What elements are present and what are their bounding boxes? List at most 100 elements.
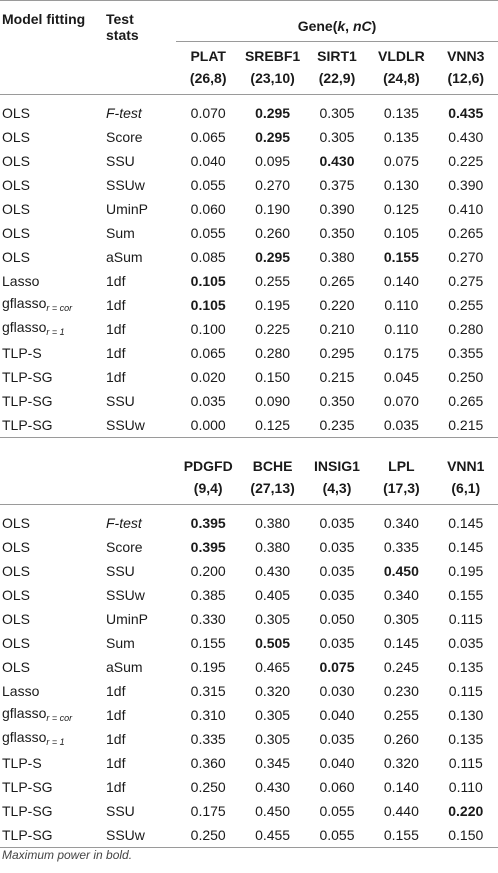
power-value: 0.320: [383, 755, 419, 771]
power-value: 0.250: [190, 779, 226, 795]
power-value: 0.195: [190, 659, 226, 675]
gene-name-header: VNN3: [447, 48, 485, 64]
model-cell: TLP-S: [0, 751, 104, 775]
power-value: 0.130: [383, 177, 419, 193]
power-value: 0.040: [190, 153, 226, 169]
power-value: 0.335: [190, 731, 226, 747]
power-value: 0.235: [319, 417, 355, 433]
model-cell: OLS: [0, 535, 104, 559]
test-cell: 1df: [106, 755, 126, 771]
table-row: OLS SSU 0.200 0.430 0.035 0.450 0.195: [0, 559, 498, 583]
power-value: 0.450: [383, 563, 419, 579]
power-value: 0.140: [383, 273, 419, 289]
power-value: 0.035: [319, 587, 355, 603]
block2-blank-model-kn: [0, 474, 104, 505]
test-cell: SSU: [106, 803, 135, 819]
power-value: 0.035: [319, 563, 355, 579]
table-row: TLP-SG SSUw 0.000 0.125 0.235 0.035 0.215: [0, 413, 498, 438]
model-cell: OLS: [0, 505, 104, 536]
power-value: 0.360: [190, 755, 226, 771]
power-value: 0.140: [383, 779, 419, 795]
table-row: OLS aSum 0.195 0.465 0.075 0.245 0.135: [0, 655, 498, 679]
model-name: gflasso: [2, 294, 47, 311]
power-value: 0.430: [448, 129, 484, 145]
power-value: 0.250: [190, 827, 226, 843]
test-cell: Sum: [106, 635, 135, 651]
gene-header-sep: ,: [345, 18, 353, 34]
test-cell: 1df: [106, 683, 126, 699]
power-value: 0.215: [319, 369, 355, 385]
model-name: TLP-SG: [2, 827, 53, 843]
power-value: 0.090: [255, 393, 291, 409]
power-value: 0.220: [319, 297, 355, 313]
gene-header-nc: nC: [352, 18, 372, 34]
model-subscript: r = cor: [46, 302, 73, 313]
power-value: 0.225: [448, 153, 484, 169]
test-cell: Score: [106, 539, 143, 555]
test-cell: SSUw: [106, 587, 145, 603]
model-name: OLS: [2, 249, 31, 265]
test-cell: 1df: [106, 731, 126, 747]
power-value: 0.040: [319, 707, 355, 723]
power-value: 0.305: [255, 611, 291, 627]
block1-gene-names: PLAT SREBF1 SIRT1 VLDLR VNN3: [0, 42, 498, 65]
table-row: OLS Score 0.395 0.380 0.035 0.335 0.145: [0, 535, 498, 559]
power-value: 0.295: [255, 129, 291, 145]
power-value: 0.305: [255, 707, 291, 723]
power-value: 0.035: [319, 539, 355, 555]
model-name: gflasso: [2, 704, 47, 721]
power-value: 0.135: [448, 659, 484, 675]
power-value: 0.195: [448, 563, 484, 579]
power-value: 0.125: [255, 417, 291, 433]
power-value: 0.075: [319, 659, 355, 675]
model-subscript: r = 1: [46, 326, 65, 337]
power-value: 0.035: [319, 515, 355, 531]
gene-name-header: PDGFD: [183, 458, 233, 474]
model-cell: OLS: [0, 245, 104, 269]
power-value: 0.035: [319, 731, 355, 747]
power-value: 0.310: [190, 707, 226, 723]
table-row: gflassor = 1 1df 0.335 0.305 0.035 0.260 0.135: [0, 727, 498, 751]
test-stats-header-line1: Test: [106, 11, 134, 27]
power-value: 0.305: [319, 105, 355, 121]
power-value: 0.035: [383, 417, 419, 433]
gene-name-header: BCHE: [252, 458, 293, 474]
model-cell: TLP-SG: [0, 365, 104, 389]
power-value: 0.430: [255, 779, 291, 795]
power-value: 0.505: [255, 635, 291, 651]
test-cell: UminP: [106, 611, 149, 627]
model-name: gflasso: [2, 728, 47, 745]
power-value: 0.035: [319, 635, 355, 651]
power-value: 0.450: [255, 803, 291, 819]
model-name: TLP-SG: [2, 779, 53, 795]
test-cell: SSUw: [106, 177, 145, 193]
power-value: 0.125: [383, 201, 419, 217]
table-row: OLS Score 0.065 0.295 0.305 0.135 0.430: [0, 125, 498, 149]
model-name: TLP-SG: [2, 417, 53, 433]
power-value: 0.210: [319, 321, 355, 337]
block2-blank-test: [104, 438, 176, 475]
test-cell: aSum: [106, 249, 143, 265]
model-cell: OLS: [0, 631, 104, 655]
power-value: 0.130: [448, 707, 484, 723]
model-cell: OLS: [0, 607, 104, 631]
test-cell: SSU: [106, 153, 135, 169]
table-row: TLP-SG SSU 0.175 0.450 0.055 0.440 0.220: [0, 799, 498, 823]
power-value: 0.340: [383, 587, 419, 603]
power-value: 0.030: [319, 683, 355, 699]
power-value: 0.065: [190, 129, 226, 145]
power-value: 0.250: [448, 369, 484, 385]
block2-gene-names: PDGFD BCHE INSIG1 LPL VNN1: [0, 437, 498, 475]
gene-header-prefix: Gene(: [297, 18, 338, 34]
test-cell: SSUw: [106, 827, 145, 843]
power-value: 0.385: [190, 587, 226, 603]
test-cell: aSum: [106, 659, 143, 675]
gene-name-header: LPL: [388, 458, 415, 474]
power-value: 0.065: [190, 345, 226, 361]
power-value: 0.105: [190, 297, 226, 313]
power-value: 0.110: [448, 779, 483, 795]
power-value: 0.305: [319, 129, 355, 145]
gene-header-suffix: ): [371, 18, 377, 34]
test-cell: 1df: [106, 779, 126, 795]
